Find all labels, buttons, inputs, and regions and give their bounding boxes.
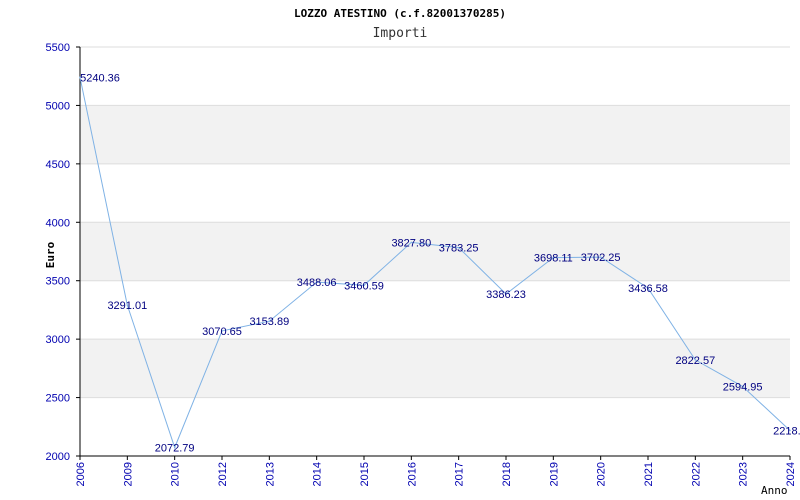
x-tick-label: 2012 bbox=[217, 462, 229, 486]
data-point bbox=[552, 256, 555, 259]
x-tick-label: 2017 bbox=[454, 462, 466, 486]
data-point bbox=[410, 241, 413, 244]
x-tick-label: 2006 bbox=[75, 462, 87, 486]
x-tick-label: 2021 bbox=[643, 462, 655, 486]
data-label: 3827.80 bbox=[391, 237, 431, 249]
series-line bbox=[79, 76, 791, 449]
axes bbox=[76, 46, 791, 460]
grid-band bbox=[80, 222, 790, 281]
data-point bbox=[505, 293, 507, 295]
y-tick-label: 2000 bbox=[46, 451, 70, 463]
x-tick-label: 2014 bbox=[312, 462, 324, 486]
x-tick-label: 2013 bbox=[264, 462, 276, 486]
x-tick-label: 2023 bbox=[738, 462, 750, 486]
data-point bbox=[741, 385, 744, 388]
data-label: 3488.06 bbox=[297, 277, 337, 289]
data-point bbox=[694, 359, 697, 361]
y-tick-label: 5000 bbox=[46, 100, 70, 112]
y-tick-label: 3000 bbox=[46, 334, 70, 346]
data-label: 3070.65 bbox=[202, 326, 242, 338]
series-polyline bbox=[79, 77, 791, 449]
x-tick-label: 2022 bbox=[690, 462, 702, 486]
data-label: 3460.59 bbox=[344, 280, 384, 292]
data-point bbox=[647, 287, 649, 289]
y-tick-label: 2500 bbox=[46, 393, 70, 405]
data-point bbox=[315, 281, 318, 283]
data-label: 3698.11 bbox=[534, 253, 573, 265]
data-label: 3702.25 bbox=[581, 252, 621, 264]
data-label: 2822.57 bbox=[675, 355, 715, 367]
y-tick-label: 5500 bbox=[46, 42, 70, 54]
x-tick-label: 2010 bbox=[170, 462, 182, 486]
grid-band bbox=[80, 339, 790, 398]
data-point bbox=[457, 246, 460, 249]
data-label: 2072.79 bbox=[155, 442, 195, 454]
y-tick-label: 3500 bbox=[46, 276, 70, 288]
data-label: 3291.01 bbox=[107, 300, 147, 312]
data-label: 2594.95 bbox=[723, 381, 763, 393]
data-label: 3436.58 bbox=[628, 283, 668, 295]
x-tick-label: 2015 bbox=[359, 462, 371, 486]
y-tick-label: 4500 bbox=[46, 159, 70, 171]
chart-subtitle: Importi bbox=[373, 26, 428, 41]
data-labels: 5240.36 3291.01 2072.79 3070.65 3153.89 3488.… bbox=[80, 72, 800, 454]
x-tick-label: 2018 bbox=[501, 462, 513, 486]
x-tick-label: 2009 bbox=[122, 462, 134, 486]
data-point bbox=[268, 320, 271, 322]
chart-title: LOZZO ATESTINO (c.f.82001370285) bbox=[294, 7, 506, 20]
data-label: 5240.36 bbox=[80, 72, 120, 84]
grid-lines bbox=[80, 46, 790, 457]
x-tick-label: 2016 bbox=[406, 462, 418, 486]
grid-band bbox=[80, 105, 790, 164]
data-point bbox=[221, 330, 223, 332]
data-point bbox=[126, 304, 129, 306]
x-tick-label: 2020 bbox=[596, 462, 608, 486]
data-label: 3386.23 bbox=[486, 289, 526, 301]
grid-bands bbox=[80, 105, 790, 398]
data-point bbox=[789, 429, 791, 432]
data-label: 3783.25 bbox=[439, 243, 479, 255]
data-point bbox=[173, 446, 176, 449]
x-tick-label: 2019 bbox=[548, 462, 560, 486]
y-axis-label: Euro bbox=[44, 241, 57, 268]
y-tick-label: 4000 bbox=[46, 217, 70, 229]
y-tick-labels: 2000 2500 3000 3500 4000 4500 5000 5500 bbox=[46, 42, 70, 463]
x-axis-label: Anno bbox=[761, 484, 788, 497]
data-point bbox=[363, 284, 365, 287]
x-tick-label: 2024 bbox=[785, 462, 797, 486]
data-point bbox=[79, 76, 81, 79]
x-tick-labels: 2006 2009 2010 2012 2013 2014 2015 2016 2017 2018… bbox=[75, 462, 797, 486]
data-point bbox=[599, 256, 602, 258]
data-label: 3153.89 bbox=[249, 316, 289, 328]
data-label: 2218.6 bbox=[773, 425, 800, 437]
